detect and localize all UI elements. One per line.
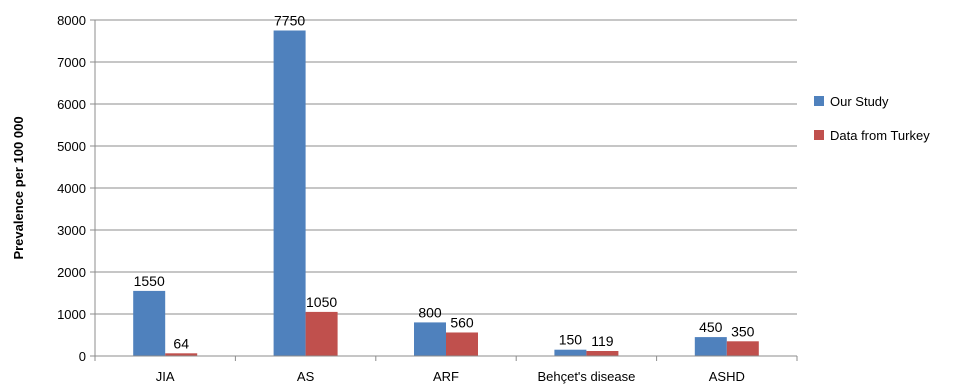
gridlines [95, 19, 797, 315]
legend-swatch [814, 96, 824, 106]
x-tick-label: Behçet's disease [537, 369, 635, 384]
y-tick-label: 0 [79, 349, 86, 364]
data-label: 1550 [134, 273, 165, 289]
legend-label: Our Study [830, 94, 889, 109]
y-tick-label: 6000 [57, 97, 86, 112]
data-label: 1050 [306, 294, 337, 310]
data-labels: 1550 64 7750 1050 800 560 150 119 450 350 [134, 13, 755, 352]
y-tick-label: 3000 [57, 223, 86, 238]
bar [305, 311, 338, 356]
y-axis-title: Prevalence per 100 000 [11, 116, 26, 259]
data-label: 350 [731, 323, 755, 339]
legend-label: Data from Turkey [830, 128, 930, 143]
y-tick-label: 8000 [57, 13, 86, 28]
bar [133, 290, 166, 356]
bar [273, 30, 306, 356]
bar [554, 349, 587, 356]
x-tick-label: ARF [433, 369, 459, 384]
bar [446, 332, 478, 356]
y-tick-label: 2000 [57, 265, 86, 280]
y-tick-label: 4000 [57, 181, 86, 196]
x-tick-label: AS [297, 369, 315, 384]
data-label: 800 [418, 304, 442, 320]
bar [726, 341, 759, 356]
data-label: 7750 [274, 13, 305, 29]
x-tick-label: ASHD [709, 369, 745, 384]
x-tick-label: JIA [156, 369, 175, 384]
bar [165, 353, 198, 356]
y-tick-label: 7000 [57, 55, 86, 70]
legend: Our Study Data from Turkey [814, 94, 930, 143]
data-label: 64 [173, 335, 189, 351]
legend-swatch [814, 130, 824, 140]
bar [694, 337, 727, 356]
bar [414, 322, 446, 356]
y-tick-label: 1000 [57, 307, 86, 322]
bars [133, 30, 759, 356]
data-label: 150 [559, 332, 583, 348]
y-tick-label: 5000 [57, 139, 86, 154]
data-label: 450 [699, 319, 723, 335]
data-label: 119 [591, 333, 614, 349]
axes: 0 1000 2000 3000 4000 5000 6000 7000 8000 JIA AS AR… [57, 13, 798, 384]
data-label: 560 [450, 314, 474, 330]
bar [586, 351, 619, 356]
